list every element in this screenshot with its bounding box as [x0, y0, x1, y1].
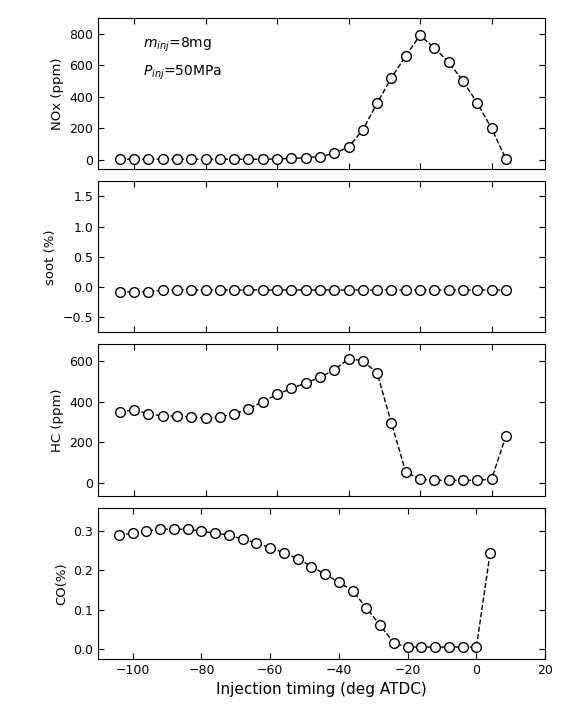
Y-axis label: soot (%): soot (%)	[44, 229, 57, 284]
Text: $P_{inj}$=50MPa: $P_{inj}$=50MPa	[143, 63, 223, 81]
Y-axis label: NOx (ppm): NOx (ppm)	[51, 58, 64, 130]
Y-axis label: HC (ppm): HC (ppm)	[51, 388, 64, 451]
X-axis label: Injection timing (deg ATDC): Injection timing (deg ATDC)	[216, 683, 427, 697]
Y-axis label: CO(%): CO(%)	[55, 562, 68, 605]
Text: $m_{inj}$=8mg: $m_{inj}$=8mg	[143, 36, 212, 55]
